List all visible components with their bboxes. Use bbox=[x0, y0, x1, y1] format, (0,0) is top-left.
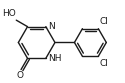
Text: HO: HO bbox=[2, 9, 16, 18]
Text: N: N bbox=[48, 22, 54, 31]
Text: Cl: Cl bbox=[100, 17, 108, 26]
Text: Cl: Cl bbox=[100, 59, 108, 68]
Text: NH: NH bbox=[48, 54, 61, 63]
Text: O: O bbox=[17, 71, 24, 81]
